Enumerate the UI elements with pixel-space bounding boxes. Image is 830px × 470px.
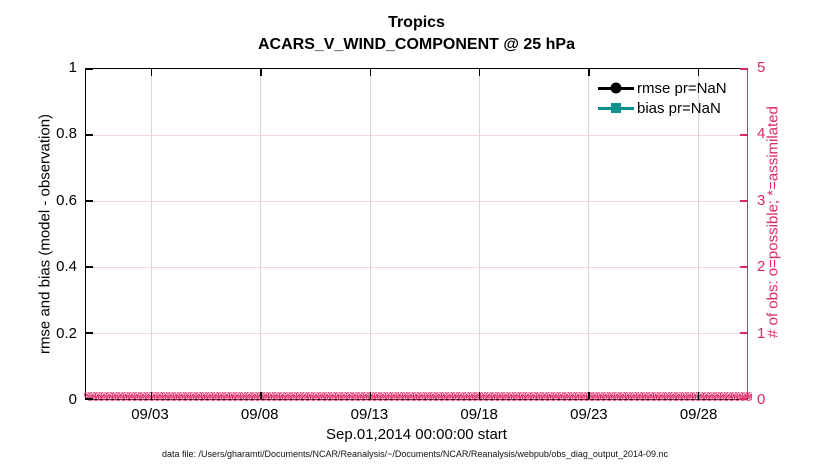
y-left-tick-label: 0 bbox=[68, 391, 77, 408]
x-tick-mark-top bbox=[260, 69, 262, 76]
x-tick-mark-bottom bbox=[369, 392, 372, 399]
y-right-tick-label: 0 bbox=[757, 391, 766, 408]
y-right-tick-label: 5 bbox=[757, 59, 766, 76]
rmse-circle-marker-icon bbox=[610, 82, 622, 94]
legend-label-bias: bias pr=NaN bbox=[637, 99, 721, 117]
y-right-tick-mark bbox=[740, 68, 747, 70]
y-left-tick-mark bbox=[86, 398, 93, 400]
bias-legend-line bbox=[598, 103, 634, 113]
gridline-horizontal bbox=[86, 135, 747, 136]
x-tick-mark-bottom bbox=[260, 392, 262, 399]
legend-item-bias: bias pr=NaN bbox=[598, 99, 727, 117]
y-right-tick-label: 4 bbox=[757, 125, 766, 143]
legend-item-rmse: rmse pr=NaN bbox=[598, 79, 727, 97]
x-tick-label: 09/03 bbox=[131, 406, 169, 423]
x-tick-mark-bottom bbox=[588, 392, 590, 399]
y-left-tick-mark bbox=[86, 332, 93, 334]
x-tick-mark-top bbox=[697, 69, 700, 76]
chart-title: Tropics bbox=[388, 14, 445, 31]
y-right-tick-label: 3 bbox=[757, 191, 766, 209]
gridline-vertical bbox=[150, 69, 152, 399]
x-tick-label: 09/13 bbox=[350, 406, 389, 423]
gridline-vertical bbox=[588, 69, 590, 399]
x-tick-label: 09/08 bbox=[240, 406, 279, 423]
y-right-tick-mark bbox=[740, 200, 747, 202]
gridline-vertical bbox=[369, 69, 371, 399]
x-tick-mark-top bbox=[369, 69, 372, 76]
legend-label-rmse: rmse pr=NaN bbox=[637, 79, 727, 97]
y-right-tick-label: 1 bbox=[757, 324, 766, 342]
data-file-caption: data file: /Users/gharamti/Documents/NCA… bbox=[161, 449, 668, 459]
x-tick-label: 09/23 bbox=[570, 406, 608, 423]
x-tick-mark-top bbox=[588, 69, 590, 76]
y-left-tick-label: 0.8 bbox=[56, 125, 77, 143]
y-right-tick-label: 2 bbox=[757, 258, 766, 276]
x-tick-mark-bottom bbox=[697, 392, 700, 399]
y-left-tick-mark bbox=[86, 134, 93, 136]
gridline-vertical bbox=[260, 69, 262, 399]
x-tick-label: 09/18 bbox=[460, 406, 498, 423]
legend: rmse pr=NaN bias pr=NaN bbox=[598, 79, 727, 117]
y-right-tick-mark bbox=[740, 134, 747, 136]
x-tick-mark-bottom bbox=[150, 392, 153, 399]
rmse-legend-line bbox=[598, 82, 634, 94]
bias-square-marker-icon bbox=[611, 103, 621, 113]
left-y-axis-label: rmse and bias (model - observation) bbox=[36, 113, 54, 355]
x-tick-label: 09/28 bbox=[679, 406, 718, 423]
plot-area: ⊗⊗⊗⊗⊗⊗⊗⊗⊗⊗⊗⊗⊗⊗⊗⊗⊗⊗⊗⊗⊗⊗⊗⊗⊗⊗⊗⊗⊗⊗⊗⊗⊗⊗⊗⊗⊗⊗⊗⊗… bbox=[83, 68, 752, 404]
obs-marker-row: ⊗⊗⊗⊗⊗⊗⊗⊗⊗⊗⊗⊗⊗⊗⊗⊗⊗⊗⊗⊗⊗⊗⊗⊗⊗⊗⊗⊗⊗⊗⊗⊗⊗⊗⊗⊗⊗⊗⊗⊗… bbox=[83, 392, 752, 401]
y-left-tick-mark bbox=[86, 266, 93, 268]
y-left-tick-label: 0.2 bbox=[56, 324, 77, 342]
y-left-tick-label: 1 bbox=[68, 59, 77, 76]
chart-subtitle: ACARS_V_WIND_COMPONENT @ 25 hPa bbox=[258, 36, 575, 53]
x-tick-mark-bottom bbox=[478, 392, 481, 399]
y-left-tick-mark bbox=[86, 68, 93, 70]
y-left-tick-label: 0.6 bbox=[56, 191, 77, 209]
x-tick-mark-top bbox=[478, 69, 481, 76]
gridline-horizontal bbox=[86, 333, 747, 334]
y-left-tick-mark bbox=[86, 200, 93, 202]
y-right-tick-mark bbox=[740, 266, 747, 268]
obs-marker-row: ⊗⊗⊗⊗⊗⊗⊗⊗⊗⊗⊗⊗⊗⊗⊗⊗⊗⊗⊗⊗⊗⊗⊗⊗⊗⊗⊗⊗⊗⊗⊗⊗⊗⊗⊗⊗⊗⊗⊗⊗… bbox=[86, 393, 752, 404]
y-left-tick-label: 0.4 bbox=[56, 258, 77, 276]
obs-count-marker-band: ⊗⊗⊗⊗⊗⊗⊗⊗⊗⊗⊗⊗⊗⊗⊗⊗⊗⊗⊗⊗⊗⊗⊗⊗⊗⊗⊗⊗⊗⊗⊗⊗⊗⊗⊗⊗⊗⊗⊗⊗… bbox=[83, 392, 752, 406]
gridline-horizontal bbox=[86, 201, 747, 202]
x-tick-mark-top bbox=[150, 69, 153, 76]
y-right-tick-mark bbox=[740, 398, 747, 400]
x-axis-label: Sep.01,2014 00:00:00 start bbox=[326, 426, 507, 443]
gridline-vertical bbox=[478, 69, 480, 399]
gridline-vertical bbox=[697, 69, 699, 399]
y-right-tick-mark bbox=[740, 332, 747, 334]
gridline-horizontal bbox=[86, 267, 747, 268]
